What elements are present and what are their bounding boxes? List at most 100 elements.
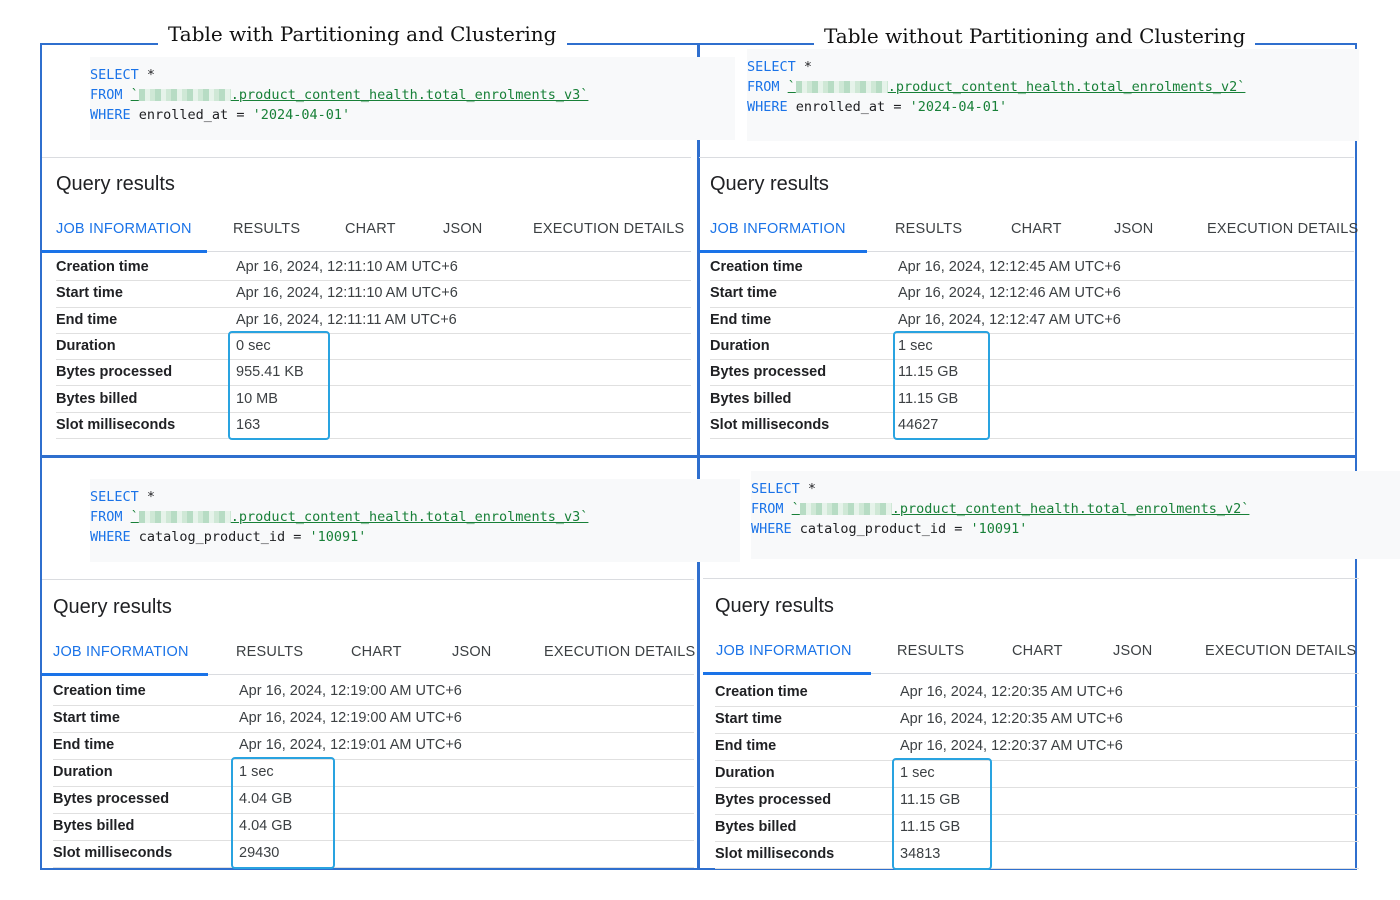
job-info-row: End time Apr 16, 2024, 12:20:37 AM UTC+6 — [715, 733, 1359, 761]
job-info-label: Bytes processed — [710, 364, 827, 381]
tab-job-information[interactable]: JOB INFORMATION — [56, 221, 192, 237]
tab-chart[interactable]: CHART — [351, 644, 402, 660]
job-info-row: Creation time Apr 16, 2024, 12:12:45 AM U… — [710, 254, 1354, 282]
job-info-row: Bytes processed 955.41 KB — [56, 359, 691, 387]
job-info-label: Bytes billed — [715, 819, 797, 835]
job-info-label: Duration — [53, 764, 113, 780]
job-info-value: 44627 — [898, 416, 939, 433]
tab-json[interactable]: JSON — [443, 221, 483, 237]
metrics-highlight-box — [893, 330, 990, 441]
query-results-title: Query results — [715, 595, 834, 617]
sql-column: catalog_product_id — [138, 529, 286, 545]
query-results-title: Query results — [710, 173, 829, 195]
tab-chart[interactable]: CHART — [1011, 221, 1062, 237]
tab-results[interactable]: RESULTS — [897, 643, 965, 659]
tab-job-information[interactable]: JOB INFORMATION — [716, 643, 852, 659]
redacted-project-id — [138, 511, 231, 523]
job-info-row: Creation time Apr 16, 2024, 12:11:10 AM U… — [56, 254, 691, 282]
tab-job-information[interactable]: JOB INFORMATION — [710, 221, 846, 237]
sql-editor[interactable]: SELECT * FROM ` .product_content_health.to… — [90, 57, 735, 140]
job-info-label: Duration — [715, 765, 775, 781]
editor-separator — [699, 157, 1354, 158]
job-info-value: Apr 16, 2024, 12:12:45 AM UTC+6 — [898, 259, 1121, 275]
metrics-highlight-box — [892, 758, 992, 870]
results-tab-bar: JOB INFORMATION RESULTS CHART JSON EXECUTION… — [42, 636, 696, 676]
query-results-title: Query results — [53, 596, 172, 618]
sql-keyword-select: SELECT — [751, 481, 800, 497]
job-info-label: Duration — [56, 337, 116, 354]
job-info-value: Apr 16, 2024, 12:11:11 AM UTC+6 — [236, 311, 457, 328]
redacted-project-id — [795, 81, 888, 93]
sql-operator: = — [293, 529, 302, 545]
job-info-row: Duration 0 sec — [56, 333, 691, 361]
sql-keyword-from: FROM — [747, 79, 780, 95]
active-tab-indicator — [703, 672, 871, 675]
job-info-label: Creation time — [715, 684, 808, 700]
tab-job-information[interactable]: JOB INFORMATION — [53, 644, 189, 660]
editor-separator — [42, 157, 691, 158]
tab-results[interactable]: RESULTS — [236, 644, 304, 660]
job-info-value: 1 sec — [898, 337, 933, 354]
job-info-label: Slot milliseconds — [710, 416, 830, 433]
active-tab-indicator — [699, 250, 867, 253]
active-tab-indicator — [42, 250, 207, 253]
results-tab-bar: JOB INFORMATION RESULTS CHART JSON EXECUTION… — [703, 635, 1359, 675]
job-info-row: Slot milliseconds 44627 — [710, 412, 1354, 440]
sql-table-name[interactable]: ` .product_content_health.total_enrolment… — [791, 501, 1250, 517]
job-info-row: Bytes billed 11.15 GB — [710, 386, 1354, 413]
sql-star: * — [803, 59, 813, 75]
tab-json[interactable]: JSON — [1114, 221, 1154, 237]
job-info-label: Bytes billed — [53, 818, 135, 834]
sql-editor[interactable]: SELECT * FROM ` .product_content_health.to… — [90, 479, 740, 562]
sql-editor[interactable]: SELECT * FROM ` .product_content_health.to… — [747, 49, 1359, 141]
redacted-project-id — [799, 503, 892, 515]
sql-keyword-where: WHERE — [90, 529, 131, 545]
sql-table-name[interactable]: ` .product_content_health.total_enrolment… — [130, 509, 589, 525]
job-info-row: Bytes billed 4.04 GB — [53, 813, 694, 841]
sql-value: '10091' — [970, 521, 1028, 537]
sql-star: * — [146, 67, 156, 83]
job-info-label: End time — [56, 311, 118, 328]
tab-results[interactable]: RESULTS — [233, 221, 301, 237]
tab-results[interactable]: RESULTS — [895, 221, 963, 237]
sql-table-name[interactable]: ` .product_content_health.total_enrolment… — [130, 87, 589, 103]
sql-table-name[interactable]: ` .product_content_health.total_enrolment… — [787, 79, 1246, 95]
sql-editor[interactable]: SELECT * FROM ` .product_content_health.to… — [751, 471, 1400, 559]
query-panel-4: SELECT * FROM ` .product_content_health.to… — [703, 458, 1400, 870]
tab-execution-details[interactable]: EXECUTION DETAILS — [1207, 221, 1359, 237]
job-info-value: 10 MB — [236, 390, 278, 407]
job-info-row: Slot milliseconds 34813 — [715, 841, 1359, 869]
tab-json[interactable]: JSON — [1113, 643, 1153, 659]
caption-right: Table without Partitioning and Clusterin… — [814, 24, 1256, 48]
job-info-value: Apr 16, 2024, 12:11:10 AM UTC+6 — [236, 285, 458, 302]
tab-chart[interactable]: CHART — [345, 221, 396, 237]
sql-column: enrolled_at — [795, 99, 886, 115]
results-tab-bar: JOB INFORMATION RESULTS CHART JSON EXECUTION… — [42, 213, 691, 253]
sql-keyword-select: SELECT — [90, 67, 139, 83]
job-info-label: Slot milliseconds — [53, 845, 173, 861]
job-info-label: End time — [715, 738, 777, 754]
job-info-value: Apr 16, 2024, 12:19:00 AM UTC+6 — [239, 710, 462, 726]
sql-keyword-where: WHERE — [90, 107, 131, 123]
job-info-row: Start time Apr 16, 2024, 12:20:35 AM UTC+… — [715, 706, 1359, 734]
job-info-row: End time Apr 16, 2024, 12:12:47 AM UTC+6 — [710, 307, 1354, 334]
tab-execution-details[interactable]: EXECUTION DETAILS — [533, 221, 685, 237]
tab-chart[interactable]: CHART — [1012, 643, 1063, 659]
job-info-value: 1 sec — [239, 764, 274, 780]
job-info-label: End time — [710, 311, 772, 328]
sql-keyword-from: FROM — [751, 501, 784, 517]
editor-separator — [42, 579, 694, 580]
job-info-label: Bytes billed — [710, 390, 792, 407]
sql-operator: = — [236, 107, 245, 123]
job-info-value: Apr 16, 2024, 12:20:35 AM UTC+6 — [900, 684, 1123, 700]
tab-execution-details[interactable]: EXECUTION DETAILS — [544, 644, 696, 660]
job-info-row: Bytes processed 11.15 GB — [710, 359, 1354, 387]
job-info-row: Duration 1 sec — [710, 333, 1354, 361]
active-tab-indicator — [42, 673, 208, 676]
job-info-row: End time Apr 16, 2024, 12:19:01 AM UTC+6 — [53, 732, 694, 760]
job-info-label: Duration — [710, 337, 770, 354]
tab-execution-details[interactable]: EXECUTION DETAILS — [1205, 643, 1357, 659]
job-info-label: Bytes billed — [56, 390, 138, 407]
sql-operator: = — [893, 99, 902, 115]
tab-json[interactable]: JSON — [452, 644, 492, 660]
